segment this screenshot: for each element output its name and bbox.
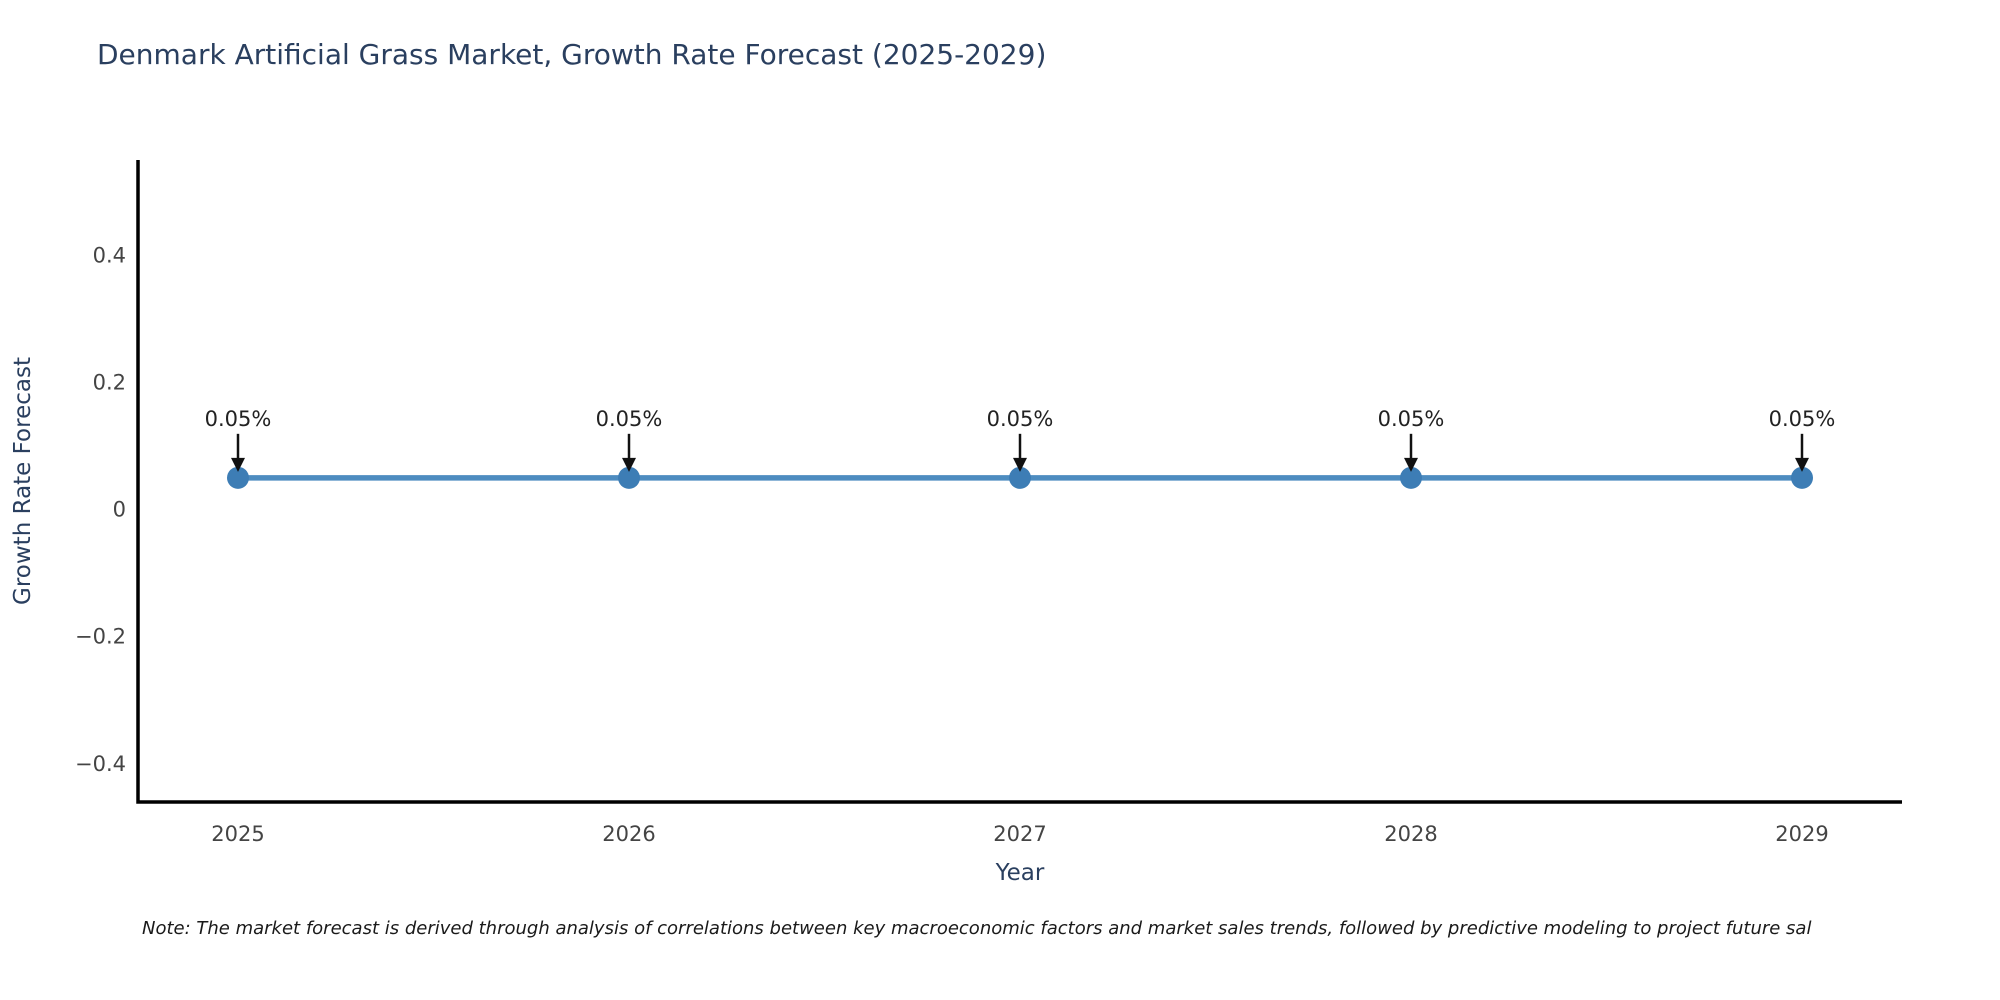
annotation-arrowhead-icon (1795, 457, 1809, 472)
annotation-arrowhead-icon (231, 457, 245, 472)
y-axis-title: Growth Rate Forecast (10, 357, 36, 605)
x-tick-label: 2026 (602, 822, 655, 846)
annotation-arrowhead-icon (622, 457, 636, 472)
y-tick-label: −0.4 (75, 752, 126, 776)
y-tick-label: 0.2 (93, 370, 126, 394)
axis-spines (136, 160, 1902, 804)
x-tick-label: 2029 (1775, 822, 1828, 846)
y-tick-label: 0.4 (93, 243, 126, 267)
data-point-marker (1009, 466, 1031, 489)
point-annotation: 0.05% (205, 407, 272, 431)
y-tick-label: 0 (113, 498, 126, 522)
data-point-marker (618, 466, 640, 489)
y-tick-label: −0.2 (75, 625, 126, 649)
x-tick-label: 2027 (993, 822, 1046, 846)
annotation-arrowhead-icon (1404, 457, 1418, 472)
point-annotation: 0.05% (1769, 407, 1836, 431)
data-point-marker (1400, 466, 1422, 489)
x-tick-label: 2025 (211, 822, 264, 846)
x-axis-title: Year (995, 860, 1045, 886)
x-tick-label: 2028 (1384, 822, 1437, 846)
annotation-arrowhead-icon (1013, 457, 1027, 472)
footnote: Note: The market forecast is derived thr… (142, 918, 1812, 939)
chart-title: Denmark Artificial Grass Market, Growth … (97, 38, 1047, 71)
data-point-marker (1791, 466, 1813, 489)
point-annotation: 0.05% (987, 407, 1054, 431)
point-annotation: 0.05% (596, 407, 663, 431)
data-point-marker (227, 466, 249, 489)
point-annotation: 0.05% (1378, 407, 1445, 431)
